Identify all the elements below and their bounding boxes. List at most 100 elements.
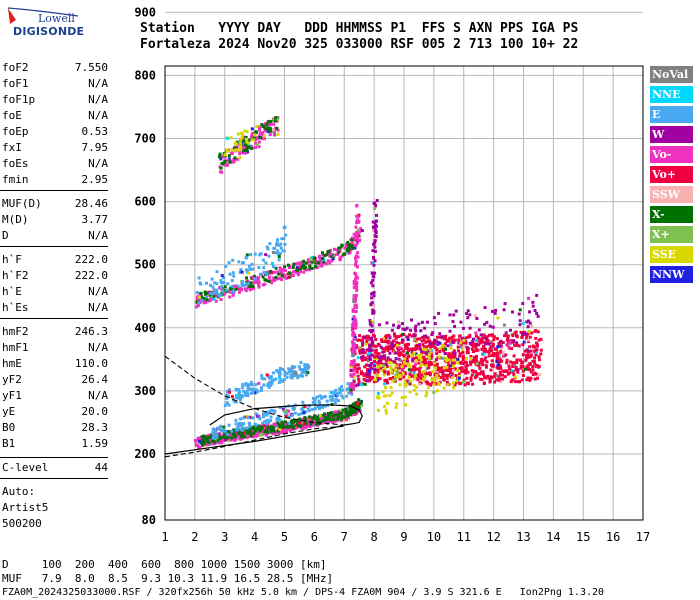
echo-point bbox=[528, 310, 531, 314]
echo-point bbox=[527, 350, 531, 353]
x-tick-label: 8 bbox=[371, 530, 378, 544]
echo-point bbox=[404, 364, 407, 368]
echo-point bbox=[371, 333, 375, 337]
echo-point bbox=[535, 364, 539, 367]
echo-point bbox=[419, 365, 423, 369]
echo-point bbox=[374, 351, 378, 355]
echo-point bbox=[223, 435, 227, 439]
echo-point bbox=[353, 246, 357, 250]
echo-point bbox=[273, 119, 277, 123]
echo-point bbox=[401, 366, 405, 370]
echo-point bbox=[492, 335, 496, 339]
echo-point bbox=[353, 304, 357, 308]
echo-point bbox=[407, 379, 411, 383]
echo-point bbox=[235, 426, 239, 430]
echo-point bbox=[233, 435, 237, 439]
echo-point bbox=[207, 434, 211, 438]
echo-point bbox=[275, 241, 279, 245]
echo-point bbox=[295, 268, 299, 272]
echo-point bbox=[432, 381, 436, 385]
echo-point bbox=[485, 350, 489, 354]
echo-point bbox=[392, 375, 395, 379]
echo-point bbox=[415, 367, 419, 371]
echo-point bbox=[259, 386, 263, 390]
echo-point bbox=[321, 404, 325, 408]
echo-point bbox=[472, 350, 475, 354]
echo-point bbox=[242, 389, 245, 393]
echo-point bbox=[415, 345, 419, 348]
echo-point bbox=[333, 401, 337, 404]
y-tick-label: 600 bbox=[134, 195, 156, 209]
echo-point bbox=[291, 426, 295, 430]
echo-point bbox=[535, 351, 538, 354]
echo-point bbox=[353, 384, 357, 388]
footer-muf-row: MUF 7.9 8.0 8.5 9.3 10.3 11.9 16.5 28.5 … bbox=[2, 572, 334, 585]
echo-point bbox=[302, 411, 306, 414]
echo-point bbox=[512, 354, 516, 358]
echo-point bbox=[421, 335, 425, 339]
echo-point bbox=[211, 285, 215, 289]
echo-point bbox=[339, 245, 343, 249]
echo-point bbox=[398, 375, 402, 379]
echo-point bbox=[293, 403, 297, 407]
legend-item-x: X- bbox=[650, 206, 693, 223]
echo-point bbox=[371, 225, 375, 229]
echo-point bbox=[398, 366, 402, 370]
echo-point bbox=[482, 340, 486, 344]
echo-point bbox=[231, 289, 235, 293]
echo-point bbox=[292, 373, 296, 377]
echo-point bbox=[401, 327, 405, 331]
echo-point bbox=[380, 340, 384, 343]
echo-point bbox=[240, 135, 244, 139]
echo-point bbox=[276, 238, 280, 242]
echo-point bbox=[457, 372, 461, 376]
echo-point bbox=[257, 140, 261, 144]
echo-point bbox=[352, 359, 356, 363]
echo-point bbox=[253, 277, 257, 281]
x-tick-label: 7 bbox=[341, 530, 348, 544]
echo-point bbox=[487, 354, 491, 358]
echo-point bbox=[367, 375, 371, 379]
echo-point bbox=[384, 362, 388, 366]
echo-point bbox=[247, 145, 251, 149]
echo-point bbox=[402, 355, 406, 359]
y-tick-label: 400 bbox=[134, 321, 156, 335]
param-value: 28.3 bbox=[81, 421, 109, 434]
echo-point bbox=[370, 341, 374, 345]
echo-point bbox=[439, 375, 443, 379]
echo-point bbox=[525, 336, 529, 340]
echo-point bbox=[415, 385, 419, 389]
echo-point bbox=[292, 371, 296, 375]
echo-point bbox=[461, 326, 465, 330]
echo-point bbox=[362, 377, 366, 381]
echo-point bbox=[402, 353, 406, 357]
echo-point bbox=[488, 347, 492, 351]
echo-point bbox=[316, 415, 320, 419]
echo-point bbox=[532, 359, 536, 363]
echo-point bbox=[390, 391, 394, 395]
echo-point bbox=[489, 368, 493, 372]
echo-point bbox=[484, 342, 488, 346]
echo-point bbox=[205, 281, 208, 285]
echo-point bbox=[357, 398, 361, 402]
echo-point bbox=[387, 346, 391, 350]
echo-point bbox=[251, 276, 255, 280]
echo-point bbox=[242, 149, 246, 153]
echo-point bbox=[354, 260, 358, 263]
profile-dashed-line-lower bbox=[164, 425, 345, 458]
echo-point bbox=[260, 376, 264, 380]
echo-point bbox=[386, 401, 389, 405]
echo-point bbox=[474, 349, 478, 353]
echo-point bbox=[502, 323, 506, 327]
echo-point bbox=[512, 372, 516, 376]
param-value: 2.95 bbox=[81, 173, 109, 186]
echo-point bbox=[398, 363, 402, 367]
echo-point bbox=[349, 385, 353, 389]
echo-point bbox=[276, 252, 280, 256]
echo-point bbox=[278, 425, 282, 429]
echo-point bbox=[481, 370, 485, 374]
echo-point bbox=[289, 370, 293, 374]
echo-point bbox=[212, 297, 216, 301]
echo-point bbox=[499, 373, 503, 377]
echo-point bbox=[283, 273, 287, 277]
